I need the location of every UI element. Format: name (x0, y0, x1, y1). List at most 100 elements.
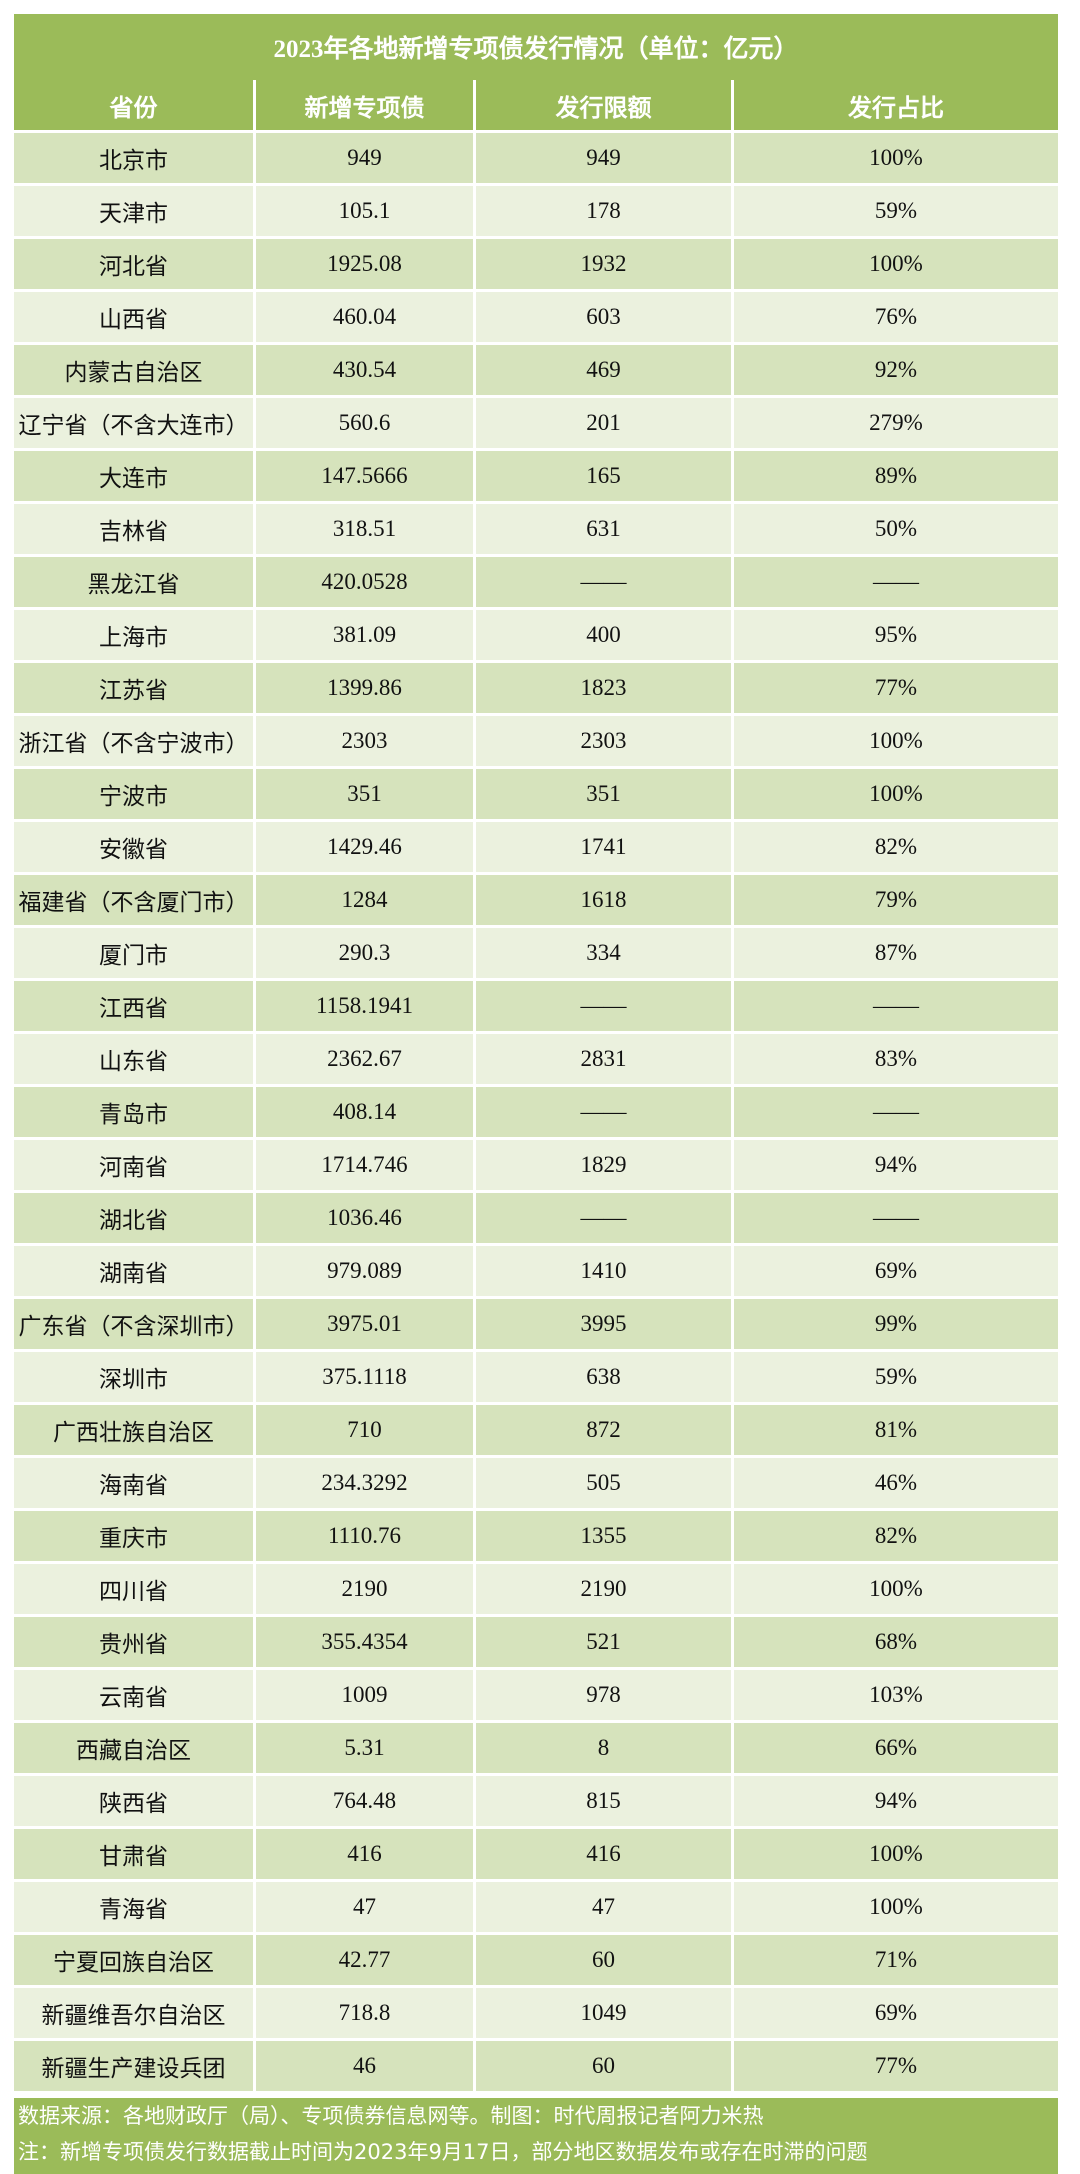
table-cell: 60 (476, 2041, 734, 2094)
table-cell: 宁夏回族自治区 (14, 1935, 256, 1988)
table-cell: 2362.67 (256, 1034, 476, 1087)
table-cell: —— (476, 981, 734, 1034)
table-cell: 浙江省（不含宁波市） (14, 716, 256, 769)
table-cell: 辽宁省（不含大连市） (14, 398, 256, 451)
table-cell: 50% (734, 504, 1058, 557)
table-cell: 68% (734, 1617, 1058, 1670)
table-cell: 416 (256, 1829, 476, 1882)
table-cell: 云南省 (14, 1670, 256, 1723)
table-cell: 505 (476, 1458, 734, 1511)
table-cell: 408.14 (256, 1087, 476, 1140)
table-row: 浙江省（不含宁波市） 2303 2303 100% (14, 716, 1058, 769)
table-cell: 1036.46 (256, 1193, 476, 1246)
table-row: 青岛市 408.14 —— —— (14, 1087, 1058, 1140)
table-cell: 1741 (476, 822, 734, 875)
table-cell: —— (734, 557, 1058, 610)
table-cell: 66% (734, 1723, 1058, 1776)
table-row: 黑龙江省 420.0528 —— —— (14, 557, 1058, 610)
table-cell: 100% (734, 1882, 1058, 1935)
table-cell: 100% (734, 133, 1058, 186)
table-row: 河北省 1925.08 1932 100% (14, 239, 1058, 292)
table-cell: 贵州省 (14, 1617, 256, 1670)
table-cell: 979.089 (256, 1246, 476, 1299)
table-cell: 290.3 (256, 928, 476, 981)
table-cell: 99% (734, 1299, 1058, 1352)
table-cell: 351 (256, 769, 476, 822)
table-cell: 1399.86 (256, 663, 476, 716)
table-cell: 279% (734, 398, 1058, 451)
table-cell: 42.77 (256, 1935, 476, 1988)
table-cell: —— (476, 1087, 734, 1140)
table-cell: —— (476, 557, 734, 610)
table-row: 江苏省 1399.86 1823 77% (14, 663, 1058, 716)
table-row: 甘肃省 416 416 100% (14, 1829, 1058, 1882)
table-cell: 87% (734, 928, 1058, 981)
table-row: 广西壮族自治区 710 872 81% (14, 1405, 1058, 1458)
table-cell: —— (734, 981, 1058, 1034)
table-cell: 165 (476, 451, 734, 504)
table-cell: 82% (734, 822, 1058, 875)
table-cell: 46 (256, 2041, 476, 2094)
table-row: 宁夏回族自治区 42.77 60 71% (14, 1935, 1058, 1988)
table-cell: 47 (256, 1882, 476, 1935)
table-cell: 山西省 (14, 292, 256, 345)
table-cell: 95% (734, 610, 1058, 663)
header-cell: 省份 (14, 80, 256, 133)
table-cell: 1110.76 (256, 1511, 476, 1564)
table-cell: 77% (734, 663, 1058, 716)
table-cell: 大连市 (14, 451, 256, 504)
table-row: 辽宁省（不含大连市） 560.6 201 279% (14, 398, 1058, 451)
table-cell: 69% (734, 1988, 1058, 2041)
table-cell: 100% (734, 1829, 1058, 1882)
table-row: 吉林省 318.51 631 50% (14, 504, 1058, 557)
table-row: 云南省 1009 978 103% (14, 1670, 1058, 1723)
table-row: 重庆市 1110.76 1355 82% (14, 1511, 1058, 1564)
table-row: 上海市 381.09 400 95% (14, 610, 1058, 663)
table-row: 海南省 234.3292 505 46% (14, 1458, 1058, 1511)
table-cell: 1429.46 (256, 822, 476, 875)
table-cell: —— (734, 1193, 1058, 1246)
table-row: 青海省 47 47 100% (14, 1882, 1058, 1935)
table-cell: 375.1118 (256, 1352, 476, 1405)
table-cell: 76% (734, 292, 1058, 345)
table-cell: 234.3292 (256, 1458, 476, 1511)
table-row: 陕西省 764.48 815 94% (14, 1776, 1058, 1829)
table-cell: 100% (734, 716, 1058, 769)
table-row: 山东省 2362.67 2831 83% (14, 1034, 1058, 1087)
table-row: 广东省（不含深圳市） 3975.01 3995 99% (14, 1299, 1058, 1352)
table-cell: 吉林省 (14, 504, 256, 557)
table-cell: 59% (734, 1352, 1058, 1405)
table-cell: 46% (734, 1458, 1058, 1511)
table-cell: 甘肃省 (14, 1829, 256, 1882)
table-cell: 710 (256, 1405, 476, 1458)
table-cell: 北京市 (14, 133, 256, 186)
header-cell: 新增专项债 (256, 80, 476, 133)
table-row: 山西省 460.04 603 76% (14, 292, 1058, 345)
table-cell: 天津市 (14, 186, 256, 239)
table-cell: 460.04 (256, 292, 476, 345)
table-cell: 上海市 (14, 610, 256, 663)
table-cell: 100% (734, 769, 1058, 822)
table-cell: 469 (476, 345, 734, 398)
table-cell: 福建省（不含厦门市） (14, 875, 256, 928)
table-cell: 318.51 (256, 504, 476, 557)
table-cell: 764.48 (256, 1776, 476, 1829)
table-cell: 872 (476, 1405, 734, 1458)
table-row: 西藏自治区 5.31 8 66% (14, 1723, 1058, 1776)
table-cell: 河南省 (14, 1140, 256, 1193)
table-cell: 82% (734, 1511, 1058, 1564)
table-row: 江西省 1158.1941 —— —— (14, 981, 1058, 1034)
table-cell: 8 (476, 1723, 734, 1776)
table-cell: 1158.1941 (256, 981, 476, 1034)
table-cell: 83% (734, 1034, 1058, 1087)
table-cell: 978 (476, 1670, 734, 1723)
table-cell: 560.6 (256, 398, 476, 451)
table-cell: 815 (476, 1776, 734, 1829)
table-cell: 1925.08 (256, 239, 476, 292)
table-cell: 江苏省 (14, 663, 256, 716)
table-row: 北京市 949 949 100% (14, 133, 1058, 186)
table-cell: 416 (476, 1829, 734, 1882)
table-cell: 厦门市 (14, 928, 256, 981)
footer-source: 数据来源：各地财政厅（局）、专项债券信息网等。制图：时代周报记者阿力米热 (18, 2104, 764, 2128)
table-cell: 400 (476, 610, 734, 663)
